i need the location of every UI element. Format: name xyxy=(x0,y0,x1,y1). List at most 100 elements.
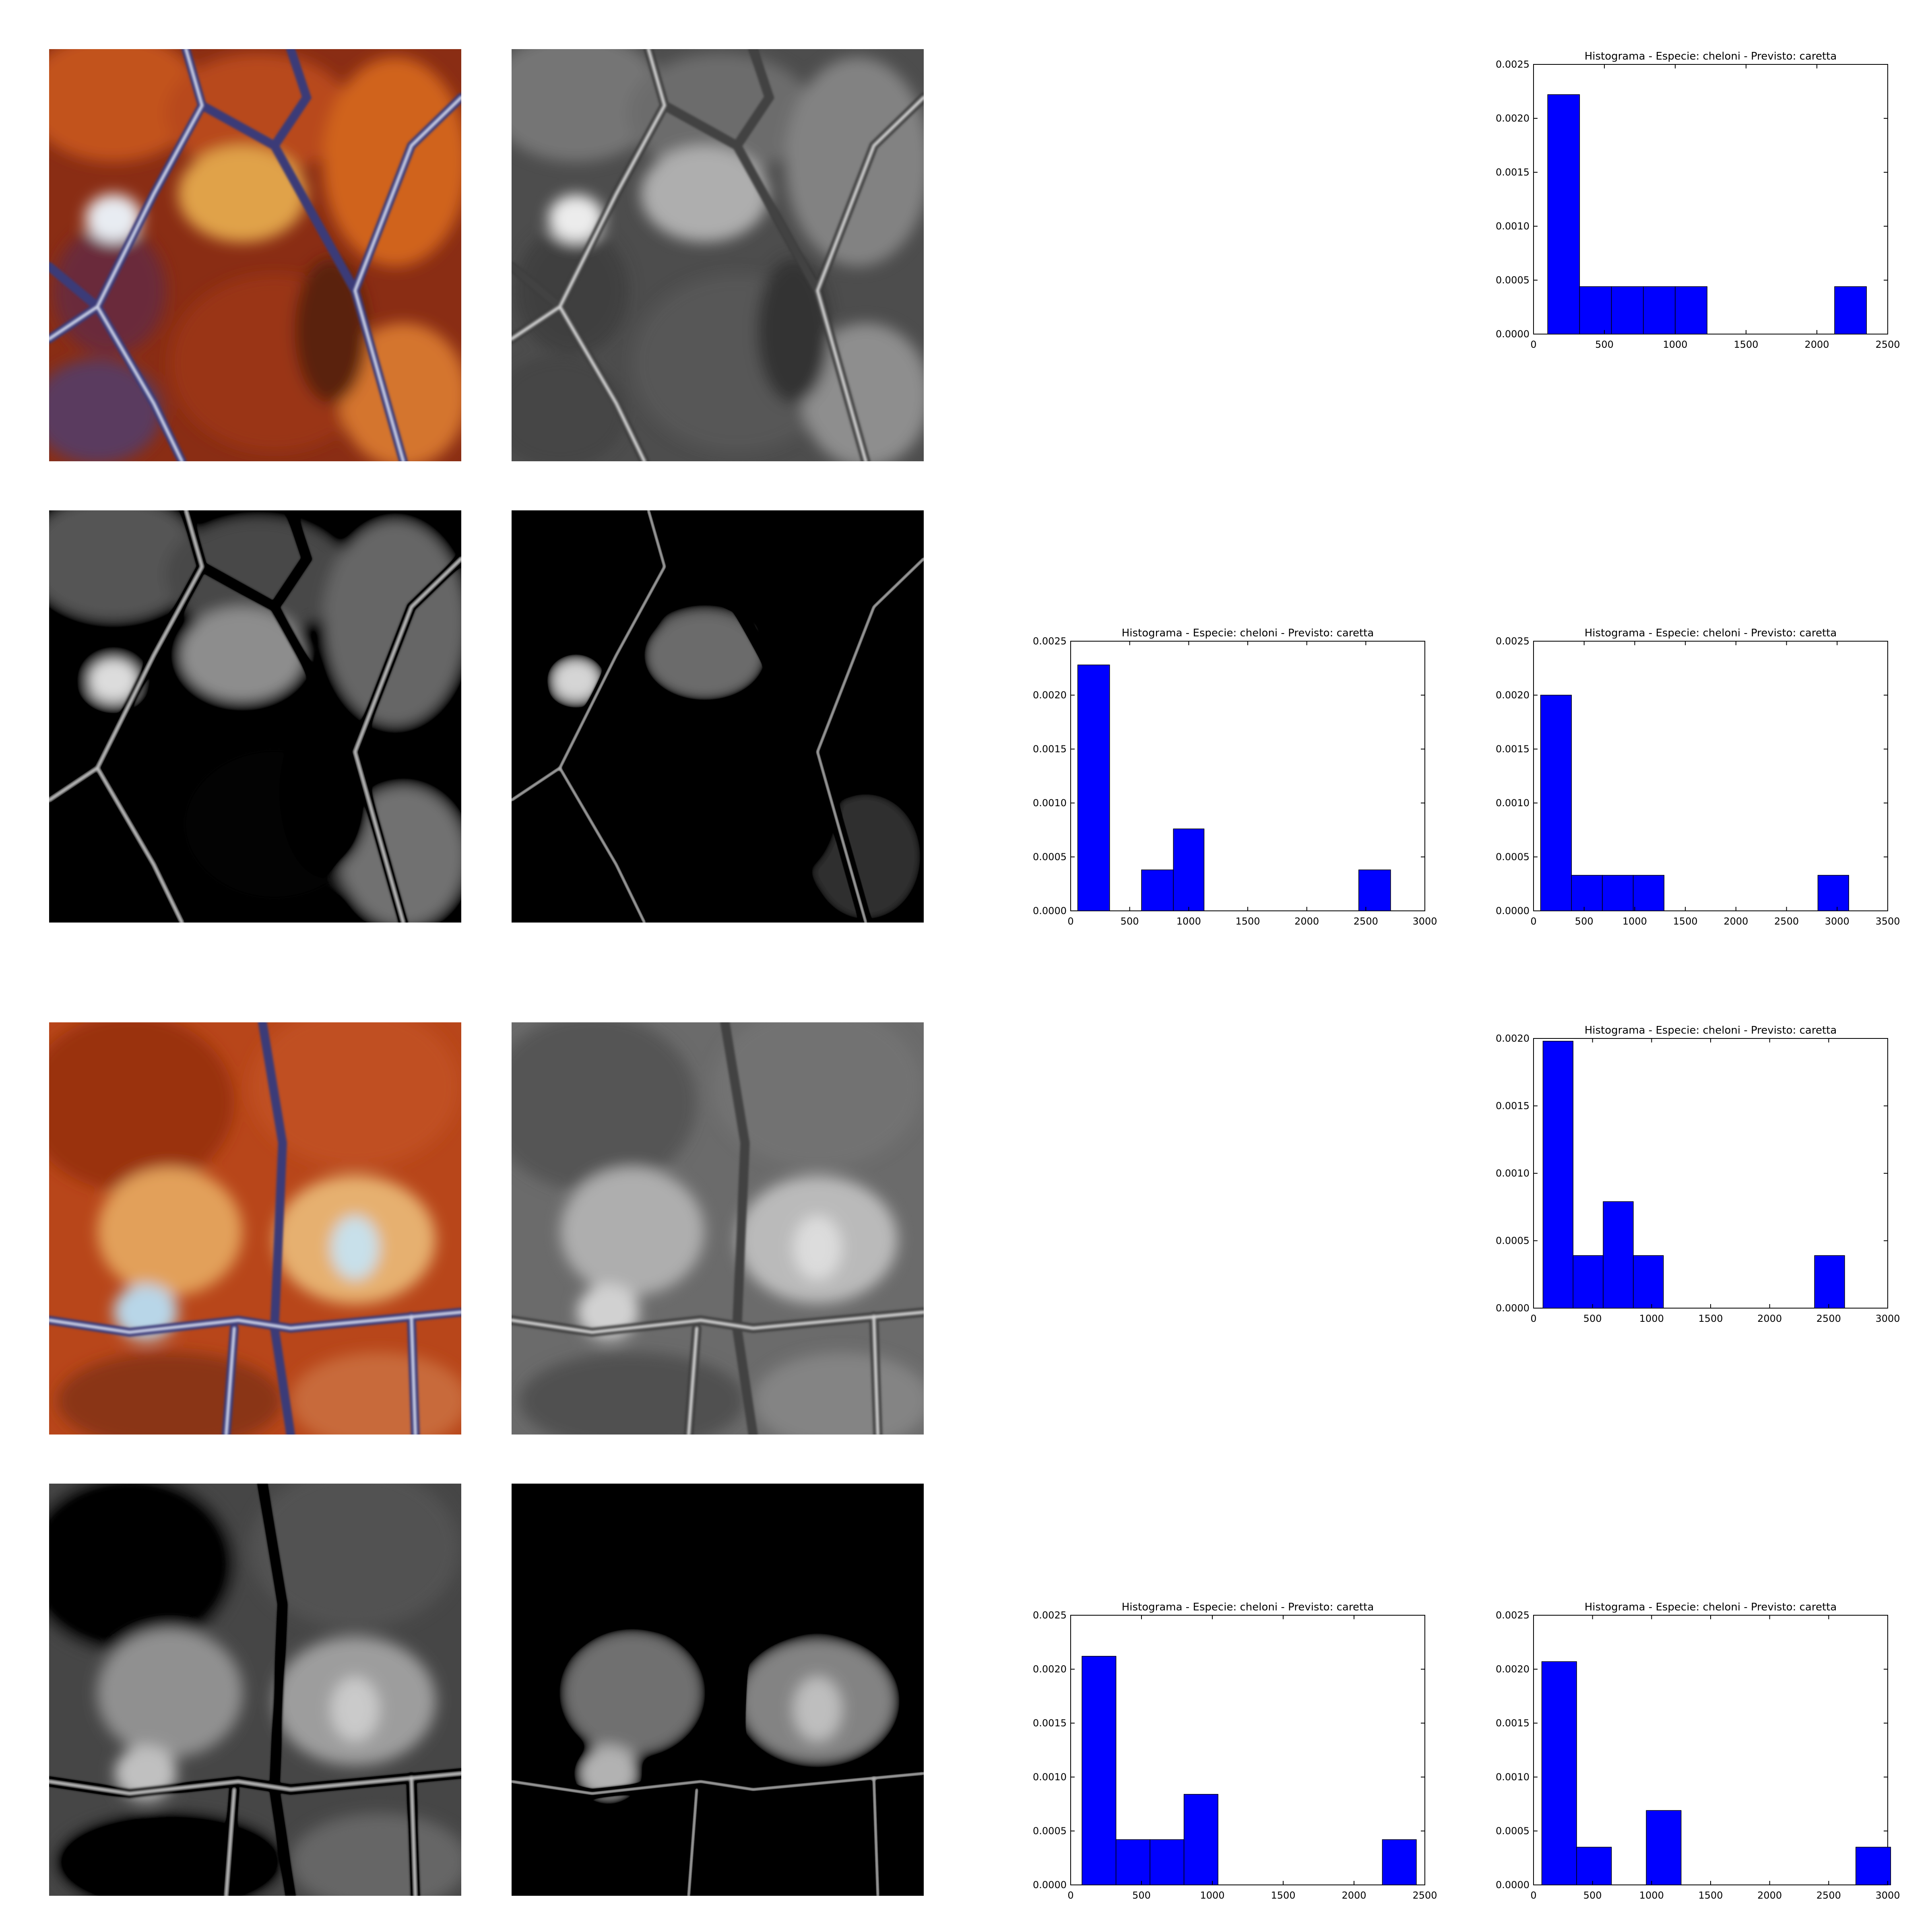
y-tick-label: 0.0015 xyxy=(1033,1717,1067,1729)
y-tick-label: 0.0005 xyxy=(1496,1825,1530,1837)
y-tick-label: 0.0020 xyxy=(1033,1664,1067,1675)
turtle-scute-grayscale-image xyxy=(512,49,924,461)
chart-title: Histograma - Especie: cheloni - Previsto… xyxy=(1585,627,1837,639)
histogram-chart: Histograma - Especie: cheloni - Previsto… xyxy=(1473,1595,1900,1925)
y-tick-label: 0.0015 xyxy=(1496,743,1530,755)
x-tick-label: 3000 xyxy=(1875,1890,1900,1901)
histogram-bar xyxy=(1579,286,1612,334)
x-tick-label: 1000 xyxy=(1663,339,1687,350)
x-tick-label: 2500 xyxy=(1816,1313,1841,1324)
x-tick-label: 2000 xyxy=(1724,916,1748,927)
y-tick-label: 0.0015 xyxy=(1496,1717,1530,1729)
turtle-scute-grayscale-darker-image xyxy=(512,1484,924,1896)
chart-title: Histograma - Especie: cheloni - Previsto… xyxy=(1585,1024,1837,1036)
x-tick-label: 1500 xyxy=(1698,1313,1723,1324)
x-tick-label: 500 xyxy=(1132,1890,1151,1901)
histogram-bar xyxy=(1183,1794,1218,1885)
x-tick-label: 1000 xyxy=(1177,916,1201,927)
histogram-bar xyxy=(1141,869,1174,911)
histogram-bar xyxy=(1571,875,1603,911)
histogram-bar xyxy=(1633,1255,1664,1309)
chart-title: Histograma - Especie: cheloni - Previsto… xyxy=(1122,1601,1374,1613)
histogram-chart: Histograma - Especie: cheloni - Previsto… xyxy=(1473,1018,1900,1348)
x-tick-label: 3500 xyxy=(1875,916,1900,927)
histogram-bar xyxy=(1602,875,1634,911)
chart-title: Histograma - Especie: cheloni - Previsto… xyxy=(1585,50,1837,62)
histogram-bar xyxy=(1382,1839,1417,1885)
histogram-bar xyxy=(1834,286,1867,334)
x-tick-label: 2000 xyxy=(1342,1890,1366,1901)
histogram-svg: Histograma - Especie: cheloni - Previsto… xyxy=(1033,1601,1437,1901)
x-tick-label: 1000 xyxy=(1639,1313,1664,1324)
x-tick-label: 2500 xyxy=(1412,1890,1437,1901)
y-tick-label: 0.0000 xyxy=(1496,1302,1530,1314)
histogram-svg: Histograma - Especie: cheloni - Previsto… xyxy=(1496,1601,1900,1901)
turtle-scute-grayscale-darker-image xyxy=(512,510,924,923)
y-tick-label: 0.0005 xyxy=(1033,851,1067,863)
histogram-chart: Histograma - Especie: cheloni - Previsto… xyxy=(1473,44,1900,374)
histogram-bar xyxy=(1173,828,1205,911)
y-tick-label: 0.0000 xyxy=(1033,905,1067,916)
x-tick-label: 0 xyxy=(1530,339,1536,350)
y-tick-label: 0.0010 xyxy=(1496,797,1530,809)
histogram-bar xyxy=(1541,1661,1577,1885)
y-tick-label: 0.0020 xyxy=(1496,113,1530,124)
x-tick-label: 500 xyxy=(1583,1890,1602,1901)
x-tick-label: 2000 xyxy=(1757,1313,1782,1324)
histogram-svg: Histograma - Especie: cheloni - Previsto… xyxy=(1496,1024,1900,1324)
histogram-bar xyxy=(1150,1839,1185,1885)
x-tick-label: 0 xyxy=(1530,1890,1536,1901)
histogram-bar xyxy=(1675,286,1707,334)
y-tick-label: 0.0015 xyxy=(1496,167,1530,178)
x-tick-label: 3000 xyxy=(1875,1313,1900,1324)
histogram-svg: Histograma - Especie: cheloni - Previsto… xyxy=(1496,50,1900,350)
y-tick-label: 0.0025 xyxy=(1496,59,1530,70)
histogram-bar xyxy=(1856,1847,1891,1885)
histogram-bar xyxy=(1077,665,1110,911)
y-tick-label: 0.0005 xyxy=(1496,851,1530,863)
x-tick-label: 1000 xyxy=(1200,1890,1224,1901)
x-tick-label: 1500 xyxy=(1235,916,1260,927)
x-tick-label: 2500 xyxy=(1354,916,1378,927)
y-tick-label: 0.0020 xyxy=(1033,689,1067,701)
y-tick-label: 0.0000 xyxy=(1033,1879,1067,1891)
histogram-bar xyxy=(1573,1255,1604,1309)
y-tick-label: 0.0000 xyxy=(1496,328,1530,340)
x-tick-label: 500 xyxy=(1583,1313,1602,1324)
y-tick-label: 0.0020 xyxy=(1496,1664,1530,1675)
x-tick-label: 3000 xyxy=(1825,916,1849,927)
histogram-chart: Histograma - Especie: cheloni - Previsto… xyxy=(1473,621,1900,951)
x-tick-label: 0 xyxy=(1067,916,1073,927)
x-tick-label: 2500 xyxy=(1875,339,1900,350)
histogram-svg: Histograma - Especie: cheloni - Previsto… xyxy=(1496,627,1900,927)
histogram-svg: Histograma - Especie: cheloni - Previsto… xyxy=(1033,627,1437,927)
y-tick-label: 0.0000 xyxy=(1496,905,1530,916)
y-tick-label: 0.0010 xyxy=(1496,221,1530,232)
turtle-scute-color-image xyxy=(49,49,461,461)
y-tick-label: 0.0010 xyxy=(1033,797,1067,809)
x-tick-label: 2000 xyxy=(1757,1890,1782,1901)
x-tick-label: 2500 xyxy=(1816,1890,1841,1901)
histogram-bar xyxy=(1814,1255,1845,1309)
histogram-bar xyxy=(1611,286,1644,334)
plot-area xyxy=(1070,641,1425,911)
y-tick-label: 0.0005 xyxy=(1496,275,1530,286)
y-tick-label: 0.0020 xyxy=(1496,1033,1530,1044)
histogram-bar xyxy=(1115,1839,1150,1885)
y-tick-label: 0.0005 xyxy=(1033,1825,1067,1837)
x-tick-label: 0 xyxy=(1530,916,1536,927)
x-tick-label: 1500 xyxy=(1271,1890,1295,1901)
plot-area xyxy=(1533,1615,1888,1885)
histogram-bar xyxy=(1542,1040,1574,1309)
histogram-bar xyxy=(1603,1201,1634,1309)
x-tick-label: 2000 xyxy=(1804,339,1829,350)
histogram-bar xyxy=(1358,869,1391,911)
chart-title: Histograma - Especie: cheloni - Previsto… xyxy=(1122,627,1374,639)
turtle-scute-grayscale-dark-image xyxy=(49,510,461,923)
histogram-bar xyxy=(1540,695,1572,911)
y-tick-label: 0.0015 xyxy=(1033,743,1067,755)
histogram-bar xyxy=(1646,1810,1682,1885)
x-tick-label: 1500 xyxy=(1698,1890,1723,1901)
turtle-scute-grayscale-dark-image xyxy=(49,1484,461,1896)
histogram-chart: Histograma - Especie: cheloni - Previsto… xyxy=(1010,621,1437,951)
